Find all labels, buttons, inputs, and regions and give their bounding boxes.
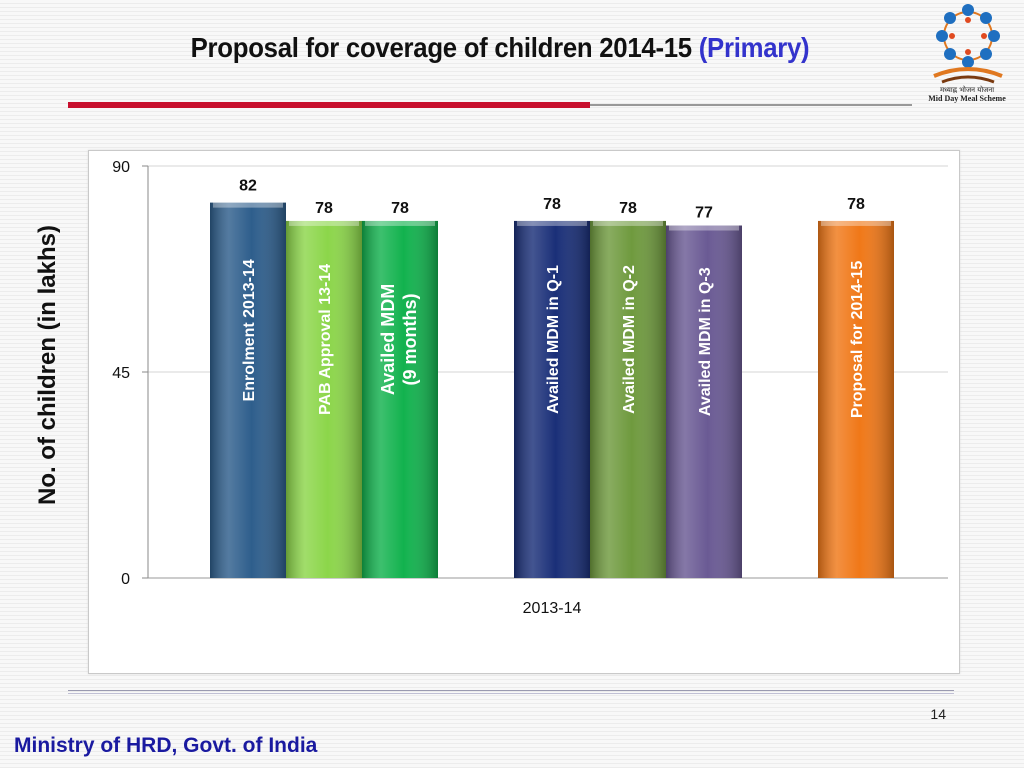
data-label: 77 xyxy=(695,205,713,222)
bar-shading xyxy=(514,220,590,578)
bar-category-label: PAB Approval 13-14 xyxy=(317,264,334,415)
bar-top-highlight xyxy=(821,219,891,226)
bar-category-text: Availed MDM in Q-2 xyxy=(621,265,638,414)
bar-shading xyxy=(286,220,362,578)
bar-category-text: (9 months) xyxy=(400,293,420,385)
data-label: 78 xyxy=(619,200,637,217)
footer-rule-secondary xyxy=(68,693,954,694)
title-rule-grey xyxy=(590,104,912,106)
bar-category-label: Availed MDM in Q-3 xyxy=(697,267,714,416)
bar-category-label: Availed MDM in Q-1 xyxy=(545,265,562,414)
bar-top-highlight xyxy=(517,219,587,226)
y-tick-label: 45 xyxy=(112,365,130,382)
bar-category-text: PAB Approval 13-14 xyxy=(317,264,334,415)
footer-rule xyxy=(68,690,954,691)
title-accent: (Primary) xyxy=(698,32,810,63)
bar-category-text: Proposal for 2014-15 xyxy=(849,261,866,419)
bar-shading xyxy=(666,225,742,578)
logo-english-text: Mid Day Meal Scheme xyxy=(928,94,1006,103)
bar-category-text: Availed MDM xyxy=(378,284,398,395)
bar-top-highlight xyxy=(669,224,739,231)
bar-top-highlight xyxy=(289,219,359,226)
bar-shading xyxy=(818,220,894,578)
data-label: 78 xyxy=(315,200,333,217)
slide-title: Proposal for coverage of children 2014-1… xyxy=(40,32,960,64)
title-main: Proposal for coverage of children 2014-1… xyxy=(190,32,692,63)
bar-shading xyxy=(362,220,438,578)
bar-category-label: Availed MDM (9 months) xyxy=(378,284,420,395)
data-label: 78 xyxy=(391,200,409,217)
y-tick-label: 0 xyxy=(121,571,130,588)
bar-category-label: Proposal for 2014-15 xyxy=(849,261,866,419)
bar-shading xyxy=(210,202,286,578)
y-tick-label: 90 xyxy=(112,159,130,176)
data-label: 78 xyxy=(543,196,561,213)
data-label: 82 xyxy=(239,178,257,195)
bar-shading xyxy=(590,220,666,578)
page-number: 14 xyxy=(930,706,946,722)
data-label: 78 xyxy=(847,196,865,213)
bar-top-highlight xyxy=(213,201,283,208)
x-axis-category-label: 2013-14 xyxy=(522,600,582,617)
bar-top-highlight xyxy=(365,219,435,226)
bar-category-label: Enrolment 2013-14 xyxy=(241,259,258,401)
y-axis-label: No. of children (in lakhs) xyxy=(34,224,61,506)
logo-hindi-text: मध्याह्न भोजन योजना xyxy=(939,86,995,94)
footer-organization: Ministry of HRD, Govt. of India xyxy=(14,734,318,757)
bar-top-highlight xyxy=(593,219,663,226)
title-rule-red xyxy=(68,102,590,108)
bar-category-text: Availed MDM in Q-3 xyxy=(697,267,714,416)
bar-category-text: Availed MDM in Q-1 xyxy=(545,265,562,414)
bar-category-label: Availed MDM in Q-2 xyxy=(621,265,638,414)
bar-category-text: Enrolment 2013-14 xyxy=(241,259,258,401)
mdm-logo-icon xyxy=(933,4,1003,84)
